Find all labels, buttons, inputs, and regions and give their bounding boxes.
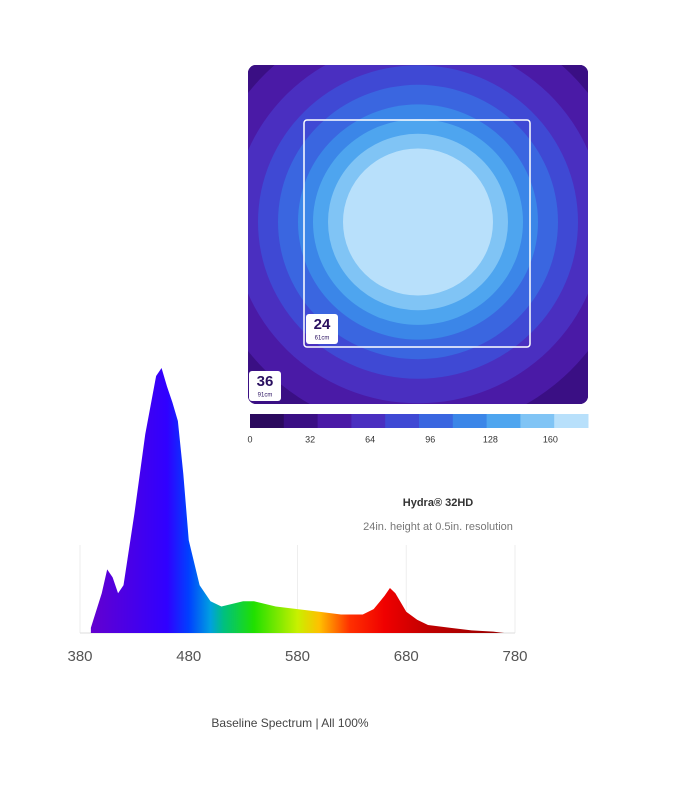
chart-subtitle: 24in. height at 0.5in. resolution <box>363 521 513 533</box>
colorbar-step <box>317 414 352 428</box>
colorbar-step <box>385 414 420 428</box>
area-unit: 61cm <box>315 336 330 342</box>
area-label: 24 <box>314 316 331 333</box>
colorbar-step <box>486 414 521 428</box>
colorbar-step <box>351 414 386 428</box>
colorbar-tick-label: 0 <box>247 434 252 444</box>
contour-ring <box>343 148 493 296</box>
colorbar-tick-label: 160 <box>543 434 558 444</box>
label-box <box>249 371 281 401</box>
spectrum-caption: Baseline Spectrum | All 100% <box>211 716 369 730</box>
colorbar-step <box>419 414 454 428</box>
area-label: 36 <box>257 373 274 390</box>
x-tick-label: 680 <box>394 648 419 665</box>
x-tick-label: 480 <box>176 648 201 665</box>
x-tick-label: 380 <box>67 648 92 665</box>
colorbar-step <box>452 414 488 428</box>
colorbar-tick-label: 128 <box>483 434 498 444</box>
colorbar-tick-label: 64 <box>365 434 375 444</box>
par-map <box>248 65 588 404</box>
colorbar-step <box>554 414 589 428</box>
colorbar-step <box>520 414 555 428</box>
colorbar-tick-label: 32 <box>305 434 315 444</box>
colorbar-step <box>250 414 285 428</box>
colorbar-tick-label: 96 <box>425 434 435 444</box>
coverage-box <box>303 119 531 348</box>
x-tick-label: 780 <box>502 648 527 665</box>
label-box <box>306 314 338 344</box>
area-unit: 91cm <box>258 393 273 399</box>
colorbar-step <box>283 414 319 428</box>
spectrum-area <box>90 368 505 633</box>
x-tick-label: 580 <box>285 648 310 665</box>
chart-title: Hydra® 32HD <box>403 497 474 509</box>
